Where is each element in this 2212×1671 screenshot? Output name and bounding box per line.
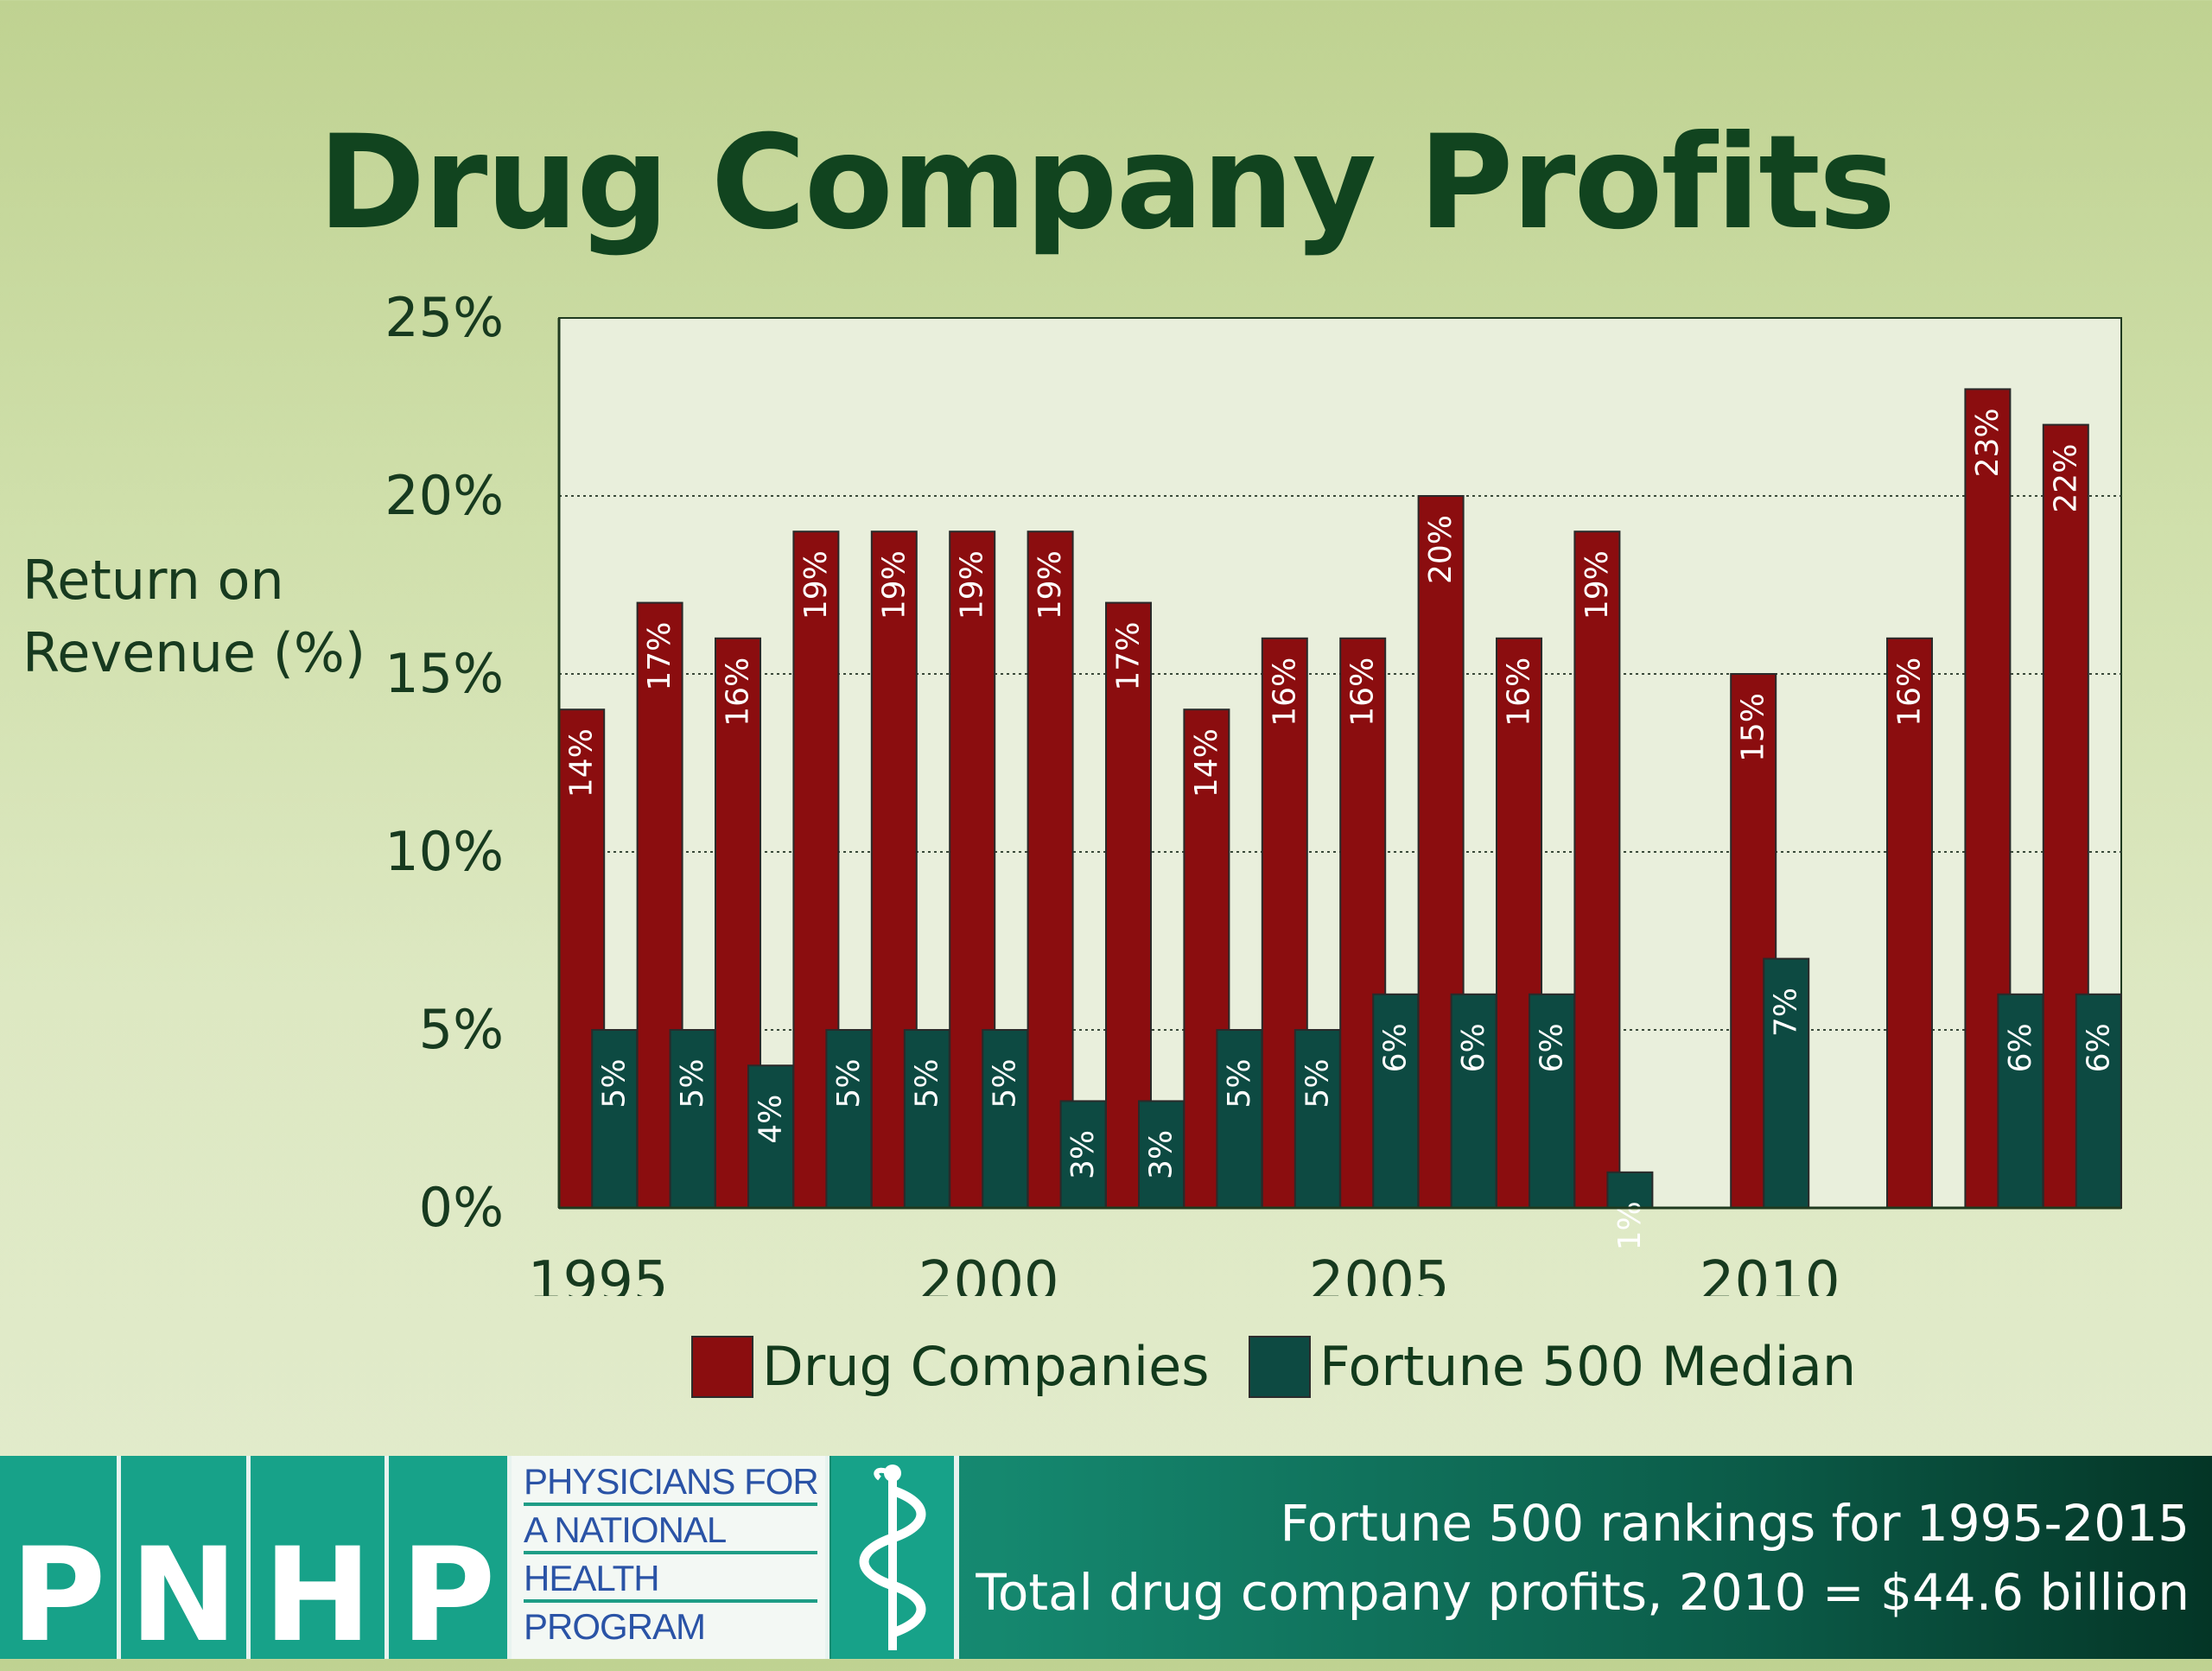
footer-note-rankings: Fortune 500 rankings for 1995-2015 [1280, 1494, 2190, 1553]
data-label: 20% [1423, 515, 1459, 584]
data-label: 14% [564, 728, 600, 797]
bar-drug-companies [1886, 637, 1933, 1209]
bar-chart: 0% 5% 10% 15% 20% 25% 14% 17% 16% 19% 19% 19% 19% 17%… [385, 286, 2122, 1296]
data-label: 5% [831, 1058, 867, 1108]
x-tick-label: 2010 [1700, 1250, 1840, 1296]
bar-drug-companies [1573, 531, 1621, 1209]
y-tick-label: 20% [385, 464, 504, 527]
bar-fortune-500 [903, 1029, 950, 1209]
data-label: 19% [876, 550, 912, 619]
bar-fortune-500 [1216, 1029, 1263, 1209]
logo-letter-cell: H [251, 1456, 389, 1671]
data-label: 3% [1065, 1130, 1101, 1179]
data-label: 5% [597, 1058, 632, 1108]
y-tick-label: 25% [385, 286, 504, 349]
logo-letter-cell: N [121, 1456, 251, 1671]
logo-letter: P [400, 1521, 496, 1671]
legend-item-drug-companies: Drug Companies [691, 1335, 1210, 1398]
data-label: 6% [1535, 1023, 1570, 1072]
x-tick-label: 2000 [918, 1250, 1059, 1296]
org-name-line: PROGRAM [524, 1606, 706, 1647]
y-tick-label: 10% [385, 820, 504, 883]
bar-fortune-500 [1529, 993, 1575, 1210]
footer-banner: P N H P PHYSICIANS FOR A NATIONAL HEALTH… [0, 1456, 2212, 1671]
org-name-line: PHYSICIANS FOR [524, 1458, 819, 1506]
bar-fortune-500 [982, 1029, 1029, 1209]
org-name-line: A NATIONAL [524, 1506, 817, 1554]
organization-name-box: PHYSICIANS FOR A NATIONAL HEALTH PROGRAM [512, 1456, 830, 1659]
data-label: 5% [909, 1058, 944, 1108]
logo-letter-cell: P [0, 1456, 121, 1671]
legend-swatch-fortune-500 [1249, 1335, 1311, 1398]
data-label: 6% [1378, 1023, 1414, 1072]
data-label: 16% [1892, 658, 1928, 727]
data-label: 16% [1345, 658, 1381, 727]
caduceus-icon [859, 1465, 926, 1650]
legend-label-fortune-500: Fortune 500 Median [1319, 1335, 1857, 1398]
y-axis-label-line-2: Revenue (%) [22, 621, 366, 684]
data-label: 5% [675, 1058, 710, 1108]
data-label: 16% [721, 658, 756, 727]
bar-fortune-500 [825, 1029, 873, 1209]
x-tick-label: 1995 [528, 1250, 669, 1296]
bar-drug-companies [1027, 531, 1074, 1209]
bar-fortune-500 [669, 1029, 716, 1209]
footer-note-total-profits: Total drug company profits, 2010 = $44.6… [976, 1563, 2190, 1622]
data-label: 17% [1111, 622, 1147, 691]
logo-letter: H [263, 1521, 372, 1671]
legend-swatch-drug-companies [691, 1335, 753, 1398]
data-label: 5% [988, 1058, 1023, 1108]
bar-fortune-500 [1059, 1100, 1107, 1210]
data-label: 19% [1033, 550, 1068, 619]
page-title: Drug Company Profits [317, 108, 1896, 258]
bar-fortune-500 [2075, 993, 2122, 1210]
data-label: 4% [753, 1095, 789, 1144]
data-label: 19% [798, 550, 834, 619]
bar-fortune-500 [591, 1029, 639, 1209]
x-tick-label: 2005 [1309, 1250, 1450, 1296]
data-label: 22% [2048, 444, 2083, 513]
y-axis-label-line-1: Return on [22, 549, 284, 612]
data-label: 15% [1736, 693, 1771, 762]
data-label: 6% [2003, 1023, 2038, 1072]
footer-notes: Fortune 500 rankings for 1995-2015 Total… [976, 1489, 2190, 1627]
y-tick-label: 5% [419, 998, 504, 1061]
logo-letter: N [129, 1521, 238, 1671]
bar-fortune-500 [1997, 993, 2044, 1210]
data-label: 7% [1769, 988, 1804, 1037]
legend-label-drug-companies: Drug Companies [762, 1335, 1210, 1398]
bar-fortune-500 [1138, 1100, 1185, 1210]
logo-letter: P [10, 1521, 106, 1671]
data-label: 23% [1970, 408, 2005, 477]
data-label: 16% [1267, 658, 1302, 727]
data-label: 6% [1456, 1023, 1491, 1072]
data-label: 1% [1612, 1201, 1648, 1250]
bar-fortune-500 [1294, 1029, 1341, 1209]
data-label: 19% [955, 550, 990, 619]
data-label: 5% [1300, 1058, 1335, 1108]
data-label: 5% [1222, 1058, 1257, 1108]
data-label: 17% [642, 622, 677, 691]
data-label: 14% [1189, 728, 1224, 797]
data-label: 6% [2081, 1023, 2116, 1072]
logo-letter-cell: P [389, 1456, 512, 1671]
legend-item-fortune-500: Fortune 500 Median [1249, 1335, 1856, 1398]
bar-fortune-500 [1450, 993, 1497, 1210]
bar-fortune-500 [1763, 957, 1810, 1209]
org-name-line: HEALTH [524, 1554, 817, 1603]
data-label: 19% [1580, 550, 1615, 619]
data-label: 16% [1502, 658, 1537, 727]
y-tick-label: 0% [419, 1176, 504, 1239]
data-label: 3% [1144, 1130, 1179, 1179]
y-axis-label: Return on Revenue (%) [22, 544, 385, 689]
bar-fortune-500 [747, 1064, 794, 1209]
caduceus-logo [831, 1456, 959, 1659]
y-tick-label: 15% [385, 642, 504, 705]
